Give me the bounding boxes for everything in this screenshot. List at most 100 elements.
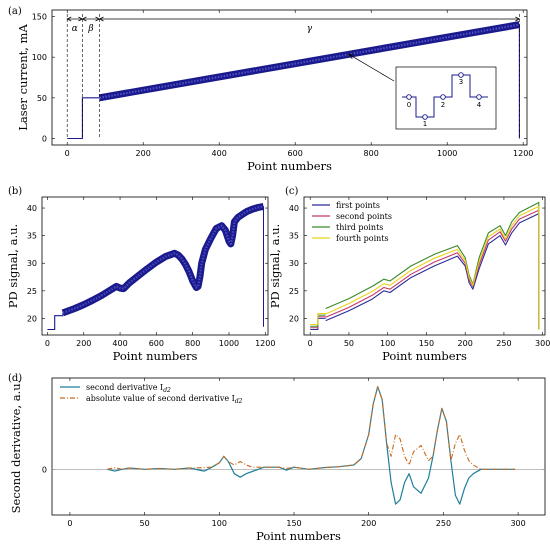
x-tick-label: 800 [364,149,379,158]
arrow-head [347,53,355,60]
current-ramp-texture [99,23,520,99]
legend-subscript: d2 [235,398,243,405]
series-line-1 [325,213,540,330]
x-tick-label: 100 [380,339,395,348]
series-line-3 [325,201,540,330]
x-axis-label: Point numbers [247,159,332,173]
plot-frame [303,196,546,336]
x-axis-label: Point numbers [256,529,341,543]
series-line-4 [325,205,540,330]
region-label: β [87,24,93,34]
series-abs-second-derivative [107,386,516,470]
panel-3: 0 50 100 150 200 250 300 0 Point numbers Second d… [8,373,546,543]
plot-frame [51,9,528,146]
x-tick-label: 50 [344,339,354,348]
y-tick-label: 0 [42,465,47,474]
y-axis-label: PD signal, a.u. [6,224,20,308]
x-tick-label: 600 [288,149,303,158]
region-label: α [72,24,78,34]
plot-frame [41,196,269,336]
panel-label: (b) [8,186,22,197]
y-tick-label: 40 [289,204,299,213]
inset-point-label: 1 [423,120,427,128]
legend-label: fourth points [336,234,389,243]
x-tick-label: 100 [212,519,227,528]
x-tick-label: 300 [535,339,550,348]
x-tick-label: 300 [510,519,525,528]
x-tick-label: 200 [458,339,473,348]
legend-subscript: d2 [163,387,171,394]
legend-label: second points [336,212,392,221]
x-axis-label: Point numbers [382,349,467,363]
y-axis-label: PD signal, a.u. [268,224,282,308]
x-tick-label: 250 [496,339,511,348]
x-tick-label: 250 [436,519,451,528]
x-tick-label: 0 [308,339,313,348]
y-tick-label: 150 [32,13,47,22]
arrow-head [81,16,87,22]
y-tick-label: 0 [42,134,47,143]
x-tick-label: 150 [286,519,301,528]
inset-point [440,94,446,100]
legend-label: third points [336,223,383,232]
y-tick-label: 30 [27,259,37,268]
x-tick-label: 1200 [513,149,533,158]
x-tick-label: 0 [45,339,50,348]
y-axis-label: Laser current, mA [16,24,30,131]
x-tick-label: 0 [65,149,70,158]
inset-point [476,94,482,100]
y-tick-label: 20 [27,314,37,323]
inset-point-label: 2 [441,101,445,109]
series-second-derivative [107,386,516,505]
y-tick-label: 35 [289,232,299,241]
y-axis-label: Second derivative, a.u. [9,380,23,514]
panel-1: 0 200 400 600 800 1000 1200 20 25 30 35 40 Point num… [6,186,275,363]
legend-label: second derivative Id2 [86,383,171,394]
x-axis-label: Point numbers [113,349,198,363]
y-tick-label: 100 [32,53,47,62]
inset-pointer [348,53,395,82]
x-tick-label: 400 [112,339,127,348]
y-tick-label: 40 [27,204,37,213]
panel-label: (a) [8,6,22,17]
x-tick-label: 1200 [255,339,275,348]
x-tick-label: 400 [212,149,227,158]
inset-point-label: 0 [407,101,411,109]
x-tick-label: 200 [136,149,151,158]
y-tick-label: 50 [37,94,47,103]
x-tick-label: 800 [185,339,200,348]
x-tick-label: 50 [140,519,150,528]
x-tick-label: 1000 [219,339,239,348]
arrow-head [66,16,72,22]
x-tick-label: 200 [361,519,376,528]
inset-point-label: 4 [477,101,482,109]
arrow-head [515,16,521,22]
region-label: γ [307,24,313,34]
panel-label: (c) [285,186,299,197]
arrow-head [98,16,104,22]
y-tick-label: 20 [289,314,299,323]
plot-frame [51,377,546,516]
panel-0: 0 200 400 600 800 1000 1200 0 50 100 150 Point numb… [8,6,533,173]
y-tick-label: 25 [289,287,299,296]
series-start-4 [310,313,326,325]
x-tick-label: 150 [419,339,434,348]
panel-2: 0 50 100 150 200 250 300 20 25 30 35 40 Point number… [268,186,550,363]
y-tick-label: 30 [289,259,299,268]
panel-label: (d) [8,373,22,384]
series-line-2 [325,209,540,330]
pd-step-line [47,312,64,331]
inset-point [406,94,412,100]
inset-point [422,114,428,120]
inset-point-label: 3 [459,78,463,86]
current-step-line [67,97,100,140]
x-tick-label: 1000 [437,149,457,158]
y-tick-label: 35 [27,232,37,241]
inset-point [458,72,464,78]
legend-label: absolute value of second derivative Id2 [86,394,243,405]
y-tick-label: 25 [27,287,37,296]
x-tick-label: 600 [149,339,164,348]
legend-label: first points [336,201,380,210]
x-tick-label: 0 [67,519,72,528]
